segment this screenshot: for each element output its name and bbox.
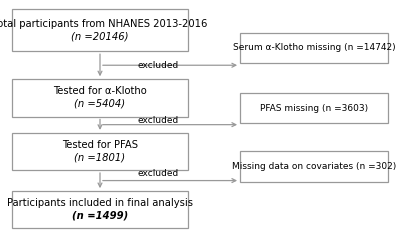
Text: Tested for PFAS: Tested for PFAS [62, 140, 138, 150]
Text: (n =1499): (n =1499) [72, 211, 128, 220]
FancyBboxPatch shape [12, 9, 188, 51]
Text: excluded: excluded [137, 168, 179, 178]
Text: (n =20146): (n =20146) [71, 31, 129, 41]
Text: Missing data on covariates (n =302): Missing data on covariates (n =302) [232, 162, 396, 171]
Text: Participants included in final analysis: Participants included in final analysis [7, 198, 193, 208]
Text: Serum α-Klotho missing (n =14742): Serum α-Klotho missing (n =14742) [233, 43, 395, 52]
Text: excluded: excluded [137, 116, 179, 125]
Text: PFAS missing (n =3603): PFAS missing (n =3603) [260, 104, 368, 113]
Text: (n =5404): (n =5404) [74, 99, 126, 109]
FancyBboxPatch shape [12, 79, 188, 116]
Text: (n =1801): (n =1801) [74, 152, 126, 162]
Text: Total participants from NHANES 2013-2016: Total participants from NHANES 2013-2016 [0, 19, 207, 29]
Text: excluded: excluded [137, 61, 179, 70]
FancyBboxPatch shape [240, 33, 388, 63]
FancyBboxPatch shape [12, 133, 188, 170]
Text: Tested for α-Klotho: Tested for α-Klotho [53, 86, 147, 96]
FancyBboxPatch shape [240, 151, 388, 182]
FancyBboxPatch shape [240, 93, 388, 123]
FancyBboxPatch shape [12, 191, 188, 228]
